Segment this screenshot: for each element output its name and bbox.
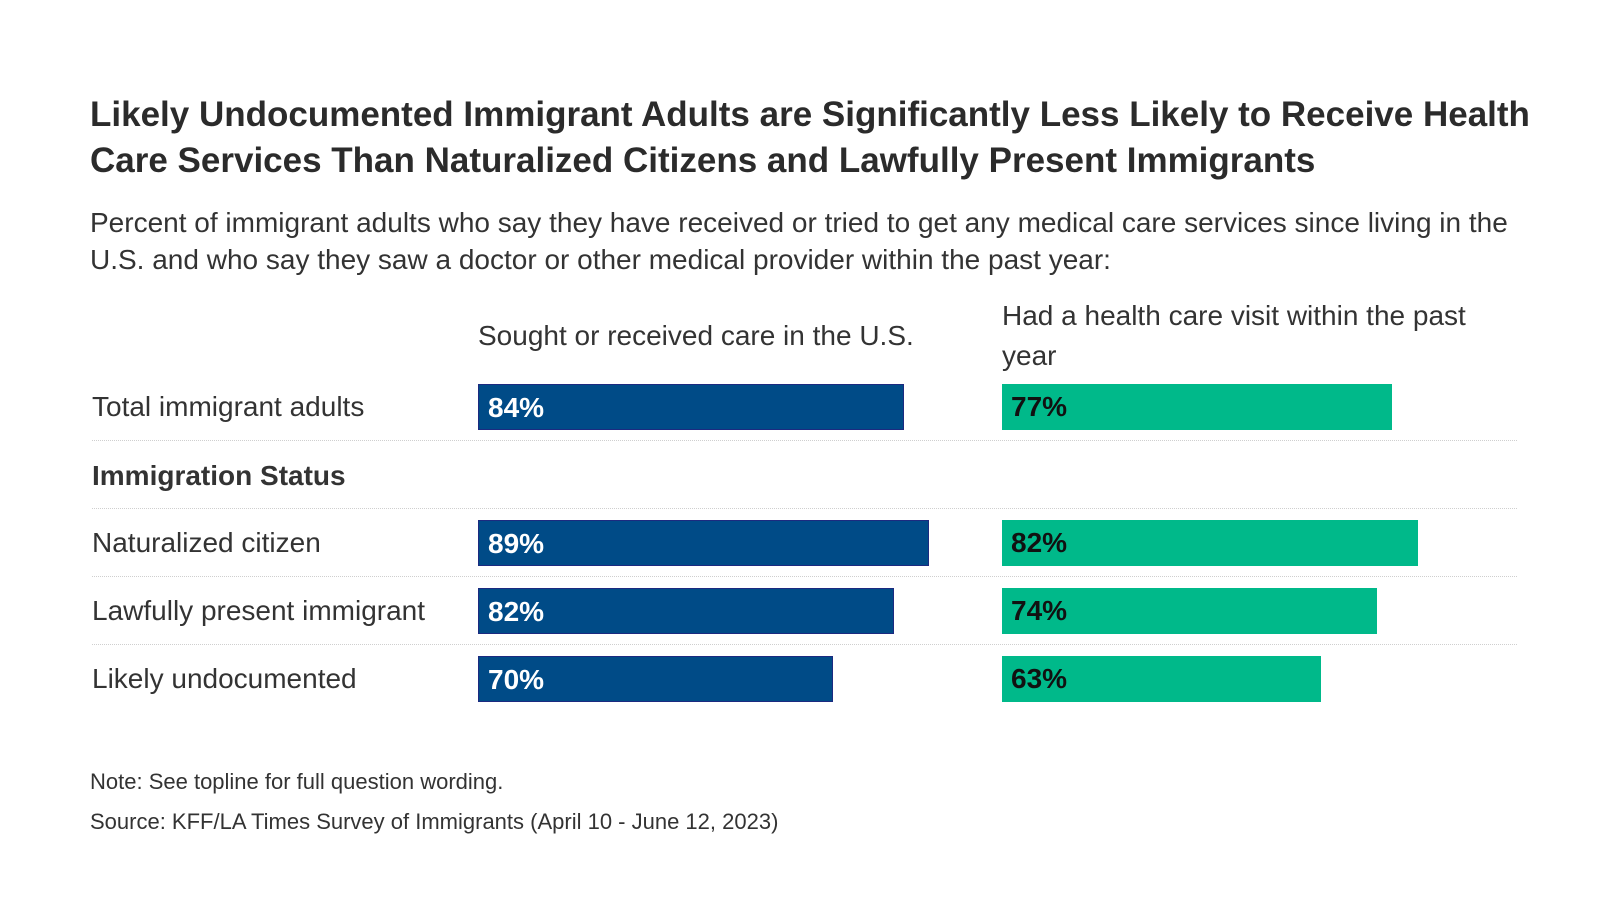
- bar-health-visit: 82%: [1002, 520, 1418, 566]
- bar-sought-care: 89%: [478, 520, 930, 566]
- bar-health-visit: 74%: [1002, 588, 1378, 634]
- bar-sought-care: 82%: [478, 588, 894, 634]
- bar-value-label: 84%: [488, 392, 545, 423]
- series-header-health-visit: Had a health care visit within the past …: [1002, 300, 1466, 371]
- bar-sought-care: 84%: [478, 384, 904, 430]
- row-divider: [92, 508, 1517, 509]
- row-label: Lawfully present immigrant: [92, 595, 426, 626]
- chart-note: Note: See topline for full question word…: [90, 769, 504, 794]
- chart-subtitle: Percent of immigrant adults who say they…: [90, 207, 1508, 275]
- bar-sought-care: 70%: [478, 656, 833, 702]
- bar-value-label: 74%: [1011, 595, 1068, 626]
- bar-value-label: 70%: [488, 664, 545, 695]
- bar-value-label: 82%: [488, 596, 545, 627]
- bar-value-label: 63%: [1011, 663, 1068, 694]
- bar-health-visit: 77%: [1002, 384, 1393, 430]
- row-divider: [92, 644, 1517, 645]
- row-label: Likely undocumented: [92, 663, 357, 694]
- series-header-sought-care: Sought or received care in the U.S.: [478, 320, 914, 351]
- chart-source: Source: KFF/LA Times Survey of Immigrant…: [90, 809, 779, 834]
- bar-value-label: 82%: [1011, 527, 1068, 558]
- row-label: Total immigrant adults: [92, 391, 365, 422]
- row-label: Naturalized citizen: [92, 527, 321, 558]
- bar-value-label: 77%: [1011, 391, 1068, 422]
- chart-title: Likely Undocumented Immigrant Adults are…: [90, 95, 1530, 180]
- row-divider: [92, 576, 1517, 577]
- row-divider: [92, 440, 1517, 441]
- bar-value-label: 89%: [488, 528, 545, 559]
- group-label: Immigration Status: [92, 460, 346, 491]
- bar-health-visit: 63%: [1002, 656, 1322, 702]
